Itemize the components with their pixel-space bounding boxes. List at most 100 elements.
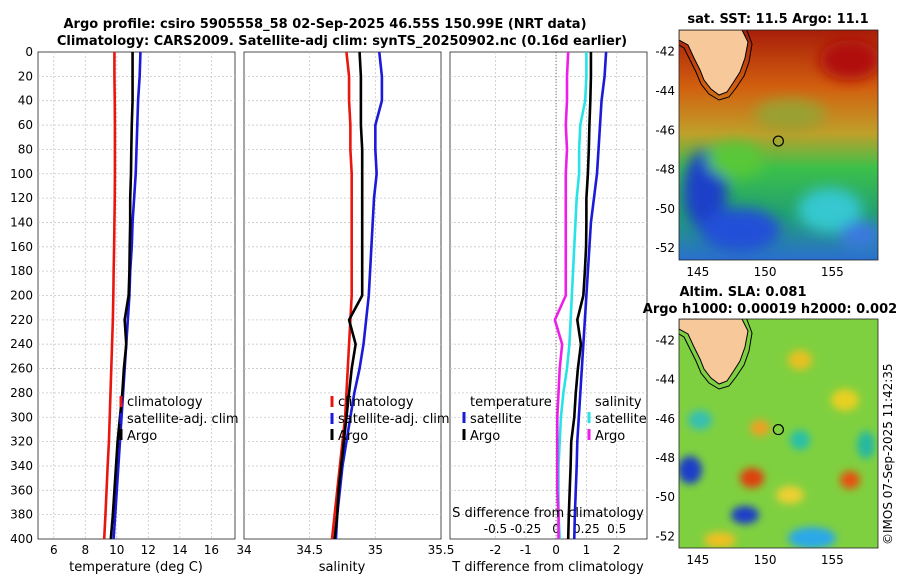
x-tick-label: -2 [489, 543, 501, 557]
temperature-legend: climatology satellite-adj. clim Argo [119, 395, 239, 444]
legend-argo-label: Argo [127, 429, 157, 444]
map-lat-tick-label: -44 [655, 373, 675, 387]
depth-tick-label: 160 [10, 240, 33, 254]
legend-s-argo-label: Argo [595, 429, 625, 444]
legend-satellite-label: satellite-adj. clim [338, 412, 450, 427]
series-line-climatology [102, 52, 117, 540]
map-lon-tick-label: 155 [821, 553, 844, 567]
legend-s-satellite-label: satellite [595, 412, 647, 427]
x-tick-label: -1 [520, 543, 532, 557]
imos-watermark: ©IMOS 07-Sep-2025 11:42:35 [881, 363, 895, 545]
tasmania-landmass [679, 319, 749, 385]
sst-depth-contour [679, 30, 753, 101]
x-tick-label: 34.5 [296, 543, 323, 557]
series-line-climatology [330, 51, 353, 540]
legend-argo-label: Argo [338, 429, 368, 444]
map-lat-tick-label: -48 [655, 163, 675, 177]
depth-tick-label: 320 [10, 435, 33, 449]
map-lon-tick-label: 145 [686, 553, 709, 567]
x-tick-label: 0 [552, 543, 560, 557]
depth-tick-label: 360 [10, 483, 33, 497]
depth-tick-label: 400 [10, 532, 33, 546]
x-tick-label: 2 [613, 543, 621, 557]
sst-map-frame [678, 29, 879, 261]
map-lon-tick-label: 145 [686, 265, 709, 279]
depth-tick-label: 100 [10, 167, 33, 181]
map-lat-tick-label: -52 [655, 529, 675, 543]
sst-map-panel: sat. SST: 11.5 Argo: 11.1 145 150 155 -42 -4… [655, 12, 879, 279]
map-lat-tick-label: -44 [655, 84, 675, 98]
map-lat-tick-label: -48 [655, 451, 675, 465]
figure-title-line2: Climatology: CARS2009. Satellite-adj cli… [57, 34, 627, 49]
depth-tick-label: 240 [10, 337, 33, 351]
difference-panel: -2 -1 0 1 2 -0.5 -0.25 0 0.25 0.5 T difference f… [449, 51, 648, 575]
legend-t-satellite-label: satellite [470, 412, 522, 427]
temperature-panel: 0 20 40 60 80 100 120 140 160 180 200 220 240 260 280 3… [10, 45, 239, 575]
series-line-t-argo [566, 52, 593, 540]
legend-t-argo-label: Argo [470, 429, 500, 444]
x-tick-label: 8 [81, 543, 89, 557]
salinity-legend: climatology satellite-adj. clim Argo [330, 395, 450, 444]
difference-top-label: S difference from climatology [452, 506, 644, 521]
x-tick-label: 16 [204, 543, 219, 557]
s-diff-tick-label: -0.25 [510, 522, 541, 536]
depth-tick-label: 60 [18, 118, 33, 132]
map-lat-tick-label: -42 [655, 45, 675, 59]
map-lon-tick-label: 150 [754, 265, 777, 279]
legend-satellite-label: satellite-adj. clim [127, 412, 239, 427]
series-line-s-argo [553, 51, 570, 539]
legend-climatology-label: climatology [338, 395, 414, 410]
sla-field-texture [679, 350, 875, 548]
legend-salinity-heading: salinity [595, 395, 642, 410]
depth-tick-label: 260 [10, 362, 33, 376]
difference-xlabel: T difference from climatology [451, 560, 644, 575]
sla-argo-marker [772, 423, 784, 436]
s-diff-tick-label: 0.5 [607, 522, 626, 536]
depth-tick-label: 340 [10, 459, 33, 473]
temperature-xlabel: temperature (deg C) [69, 560, 203, 575]
x-tick-label: 10 [109, 543, 124, 557]
sla-map-frame [678, 318, 879, 549]
map-lat-tick-label: -46 [655, 123, 675, 137]
sla-map-title: Altim. SLA: 0.081 [680, 285, 807, 300]
series-line-satellite-adj-clim [334, 51, 384, 540]
figure-title-line1: Argo profile: csiro 5905558_58 02-Sep-20… [63, 17, 586, 32]
sst-argo-marker [772, 135, 784, 147]
legend-climatology-label: climatology [127, 395, 203, 410]
depth-tick-label: 80 [18, 142, 33, 156]
legend-temperature-heading: temperature [470, 395, 552, 410]
depth-tick-label: 300 [10, 410, 33, 424]
depth-tick-label: 180 [10, 264, 33, 278]
series-line-argo [333, 51, 364, 540]
salinity-panel: 34 34.5 35 35.5 salinity climatology satell… [236, 51, 455, 575]
depth-tick-label: 200 [10, 289, 33, 303]
x-tick-label: 35 [368, 543, 383, 557]
map-lat-tick-label: -52 [655, 241, 675, 255]
depth-tick-label: 0 [25, 45, 33, 59]
x-tick-label: 6 [50, 543, 58, 557]
sla-map-subtitle: Argo h1000: 0.00019 h2000: 0.002 [643, 302, 897, 317]
series-line-s-satellite [557, 52, 588, 540]
x-tick-label: 14 [172, 543, 187, 557]
series-line-argo [109, 52, 134, 540]
map-lat-tick-label: -50 [655, 490, 675, 504]
tasmania-landmass [679, 30, 749, 96]
series-line-t-satellite [572, 51, 608, 540]
map-lat-tick-label: -42 [655, 334, 675, 348]
sla-map-panel: Altim. SLA: 0.081 Argo h1000: 0.00019 h2… [643, 285, 897, 567]
sst-map-title: sat. SST: 11.5 Argo: 11.1 [687, 12, 868, 27]
x-tick-label: 35.5 [428, 543, 455, 557]
difference-legend: temperature satellite Argo salinity sate… [462, 395, 647, 444]
map-lat-tick-label: -50 [655, 202, 675, 216]
depth-tick-label: 380 [10, 508, 33, 522]
s-diff-tick-label: 0.25 [573, 522, 600, 536]
depth-tick-label: 40 [18, 94, 33, 108]
depth-tick-label: 280 [10, 386, 33, 400]
s-diff-tick-label: -0.5 [484, 522, 507, 536]
map-lon-tick-label: 155 [821, 265, 844, 279]
x-tick-label: 12 [141, 543, 156, 557]
depth-tick-label: 20 [18, 69, 33, 83]
map-lat-tick-label: -46 [655, 412, 675, 426]
salinity-xlabel: salinity [319, 560, 366, 575]
